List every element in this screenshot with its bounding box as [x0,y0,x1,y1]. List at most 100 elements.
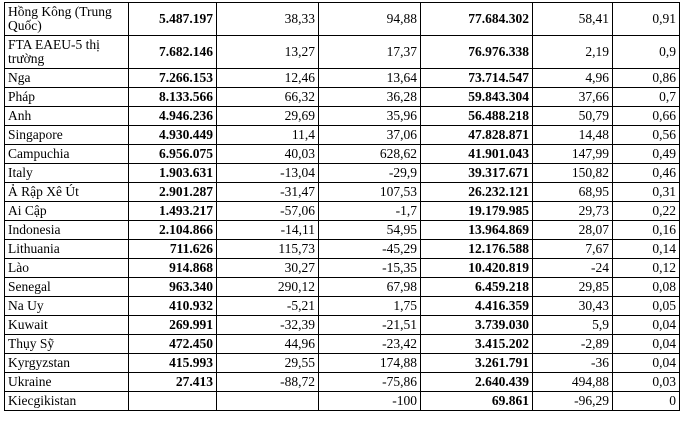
cumulative-change-text: -36 [591,355,609,370]
change-vs-last-year-month-text: -15,35 [382,260,417,275]
cumulative-change-text: 494,88 [571,374,609,389]
cumulative-value-cell: 26.232.121 [420,182,533,202]
market-name-cell: Anh [4,106,129,126]
market-name-text: Lào [8,260,29,275]
cumulative-value-text: 41.901.043 [468,146,529,161]
cumulative-change-cell: -24 [532,258,613,278]
cumulative-change-text: 147,99 [571,146,609,161]
share-percent-cell: 0 [612,391,680,411]
table-row: Kiecgikistan -100 69.861 -96,29 0 [4,391,680,411]
change-vs-prev-month-cell: 29,69 [216,106,319,126]
change-vs-prev-month-text: 44,96 [284,336,315,351]
cumulative-change-cell: 494,88 [532,372,613,392]
share-percent-text: 0,66 [652,108,676,123]
market-name-cell: Kuwait [4,315,129,335]
month-value-cell: 410.932 [128,296,217,316]
market-name-text: Senegal [8,279,51,294]
table-row: Kyrgyzstan 415.993 29,55 174,88 3.261.791 -36… [4,353,680,373]
table-row: Na Uy 410.932 -5,21 1,75 4.416.359 30,43 0,05 [4,296,680,316]
cumulative-value-text: 56.488.218 [468,108,529,123]
month-value-text: 269.991 [169,317,213,332]
change-vs-last-year-month-cell: 107,53 [318,182,421,202]
month-value-text: 1.493.217 [159,203,213,218]
cumulative-change-cell: 150,82 [532,163,613,183]
share-percent-text: 0,31 [652,184,676,199]
change-vs-last-year-month-text: -23,42 [382,336,417,351]
cumulative-value-cell: 12.176.588 [420,239,533,259]
month-value-cell: 8.133.566 [128,87,217,107]
table-row: FTA EAEU-5 thị trường 7.682.146 13,27 17,37… [4,35,680,69]
share-percent-text: 0,7 [659,89,676,104]
cumulative-change-text: 150,82 [571,165,609,180]
share-percent-text: 0,14 [652,241,676,256]
cumulative-value-text: 13.964.869 [468,222,529,237]
change-vs-last-year-month-cell: -21,51 [318,315,421,335]
change-vs-last-year-month-cell: 94,88 [318,2,421,36]
change-vs-prev-month-cell: 38,33 [216,2,319,36]
change-vs-prev-month-text: -88,72 [280,374,315,389]
change-vs-prev-month-text: 13,27 [284,44,315,59]
table-body: Hồng Kông (Trung Quốc) 5.487.197 38,33 94,8… [4,2,680,411]
share-percent-text: 0,04 [652,355,676,370]
change-vs-last-year-month-text: 94,88 [386,11,417,26]
cumulative-value-cell: 19.179.985 [420,201,533,221]
market-name-cell: Campuchia [4,144,129,164]
cumulative-value-text: 73.714.547 [468,70,529,85]
cumulative-value-cell: 73.714.547 [420,68,533,88]
cumulative-value-text: 39.317.671 [468,165,529,180]
month-value-text: 6.956.075 [159,146,213,161]
share-percent-text: 0,03 [652,374,676,389]
change-vs-last-year-month-text: -45,29 [382,241,417,256]
month-value-cell: 27.413 [128,372,217,392]
cumulative-change-text: 29,85 [578,279,609,294]
cumulative-change-cell: 7,67 [532,239,613,259]
change-vs-last-year-month-cell: -15,35 [318,258,421,278]
change-vs-prev-month-cell: -5,21 [216,296,319,316]
change-vs-last-year-month-text: 35,96 [386,108,417,123]
share-percent-cell: 0,7 [612,87,680,107]
cumulative-value-cell: 77.684.302 [420,2,533,36]
market-name-cell: Lào [4,258,129,278]
change-vs-prev-month-cell: -13,04 [216,163,319,183]
table-row: Indonesia 2.104.866 -14,11 54,95 13.964.869 2… [4,220,680,240]
market-name-cell: Thụy Sỹ [4,334,129,354]
cumulative-change-cell: 29,85 [532,277,613,297]
cumulative-value-text: 76.976.338 [468,44,529,59]
month-value-text: 415.993 [169,355,213,370]
change-vs-prev-month-text: 29,69 [284,108,315,123]
month-value-cell: 472.450 [128,334,217,354]
cumulative-change-cell: -2,89 [532,334,613,354]
market-name-cell: Hồng Kông (Trung Quốc) [4,2,129,36]
market-name-text: Kiecgikistan [8,393,77,408]
change-vs-last-year-month-text: -29,9 [388,165,417,180]
change-vs-last-year-month-cell: -23,42 [318,334,421,354]
table-row: Hồng Kông (Trung Quốc) 5.487.197 38,33 94,8… [4,2,680,36]
month-value-cell: 963.340 [128,277,217,297]
market-name-cell: Ả Rập Xê Út [4,182,129,202]
change-vs-prev-month-cell [216,391,319,411]
table-row: Nga 7.266.153 12,46 13,64 73.714.547 4,96 0,86 [4,68,680,88]
share-percent-cell: 0,14 [612,239,680,259]
market-name-text: Anh [8,108,32,123]
cumulative-value-text: 10.420.819 [468,260,529,275]
change-vs-last-year-month-cell: -100 [318,391,421,411]
cumulative-value-text: 69.861 [491,393,529,408]
share-percent-cell: 0,03 [612,372,680,392]
change-vs-last-year-month-cell: 36,28 [318,87,421,107]
share-percent-cell: 0,22 [612,201,680,221]
cumulative-value-text: 26.232.121 [468,184,529,199]
market-name-text: Na Uy [8,298,44,313]
cumulative-value-cell: 39.317.671 [420,163,533,183]
share-percent-cell: 0,9 [612,35,680,69]
month-value-text: 7.682.146 [159,44,213,59]
month-value-text: 410.932 [169,298,213,313]
share-percent-text: 0,86 [652,70,676,85]
change-vs-last-year-month-cell: -1,7 [318,201,421,221]
cumulative-change-cell: 28,07 [532,220,613,240]
table-row: Campuchia 6.956.075 40,03 628,62 41.901.043 1… [4,144,680,164]
change-vs-last-year-month-text: -1,7 [395,203,417,218]
change-vs-last-year-month-text: 67,98 [386,279,417,294]
share-percent-text: 0,9 [659,44,676,59]
cumulative-value-cell: 4.416.359 [420,296,533,316]
table-row: Ai Cập 1.493.217 -57,06 -1,7 19.179.985 29,73… [4,201,680,221]
